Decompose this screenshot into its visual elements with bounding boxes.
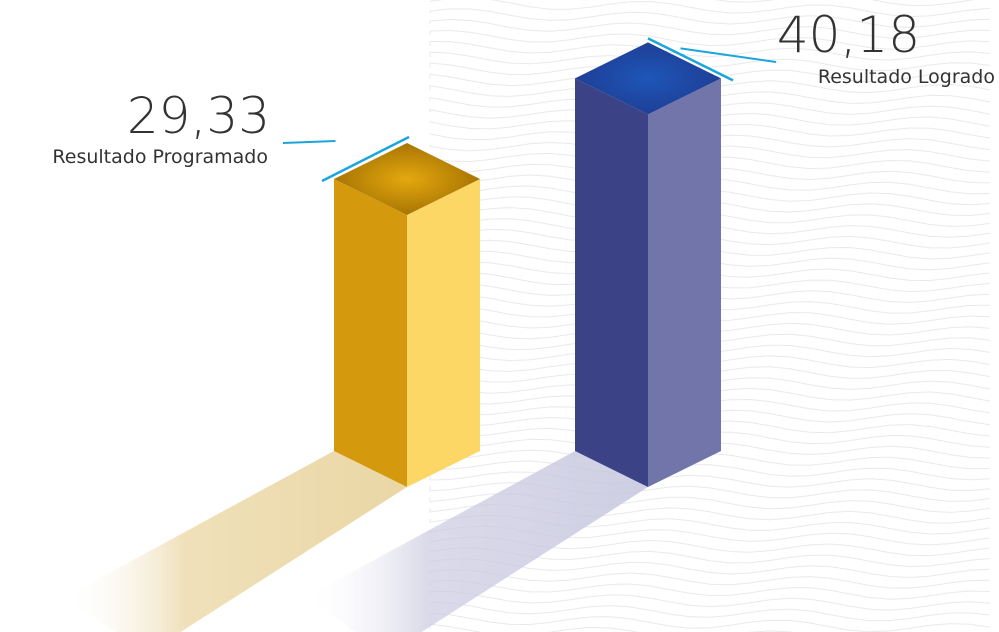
wave-line [429, 29, 991, 50]
wave-line [429, 18, 991, 39]
bar-front-logrado [575, 78, 648, 487]
bar-front-programado [334, 179, 407, 487]
wave-line [429, 40, 991, 61]
wave-line [429, 51, 991, 72]
category-label-logrado: Resultado Logrado [818, 66, 995, 88]
bar-top-programado [334, 143, 480, 215]
leader-line-programado [282, 140, 336, 144]
wave-line [429, 471, 991, 492]
bars [334, 42, 721, 487]
wave-line [429, 590, 991, 611]
bar-shadow-logrado [305, 451, 648, 632]
bar-top-logrado [575, 42, 721, 115]
bar-shadow-programado [64, 451, 407, 632]
annotations: 29,33 Resultado Programado 40,18 Resulta… [52, 6, 995, 183]
wave-line [429, 612, 991, 632]
wave-line [429, 579, 991, 600]
wave-line [429, 601, 991, 622]
data-label-programado: 29,33 [127, 87, 270, 145]
leader-line-logrado [680, 47, 777, 63]
wave-line [429, 460, 991, 481]
bar-side-programado [407, 179, 480, 487]
bar-side-logrado [648, 78, 721, 487]
wave-line [429, 8, 991, 28]
wave-line [429, 482, 991, 502]
wave-line [714, 0, 977, 7]
data-label-logrado: 40,18 [777, 6, 920, 64]
bar-shadows [64, 451, 648, 632]
leader-tick-programado [321, 135, 410, 183]
leader-tick-logrado [647, 37, 734, 82]
category-label-programado: Resultado Programado [52, 146, 268, 168]
wave-line [429, 0, 991, 18]
